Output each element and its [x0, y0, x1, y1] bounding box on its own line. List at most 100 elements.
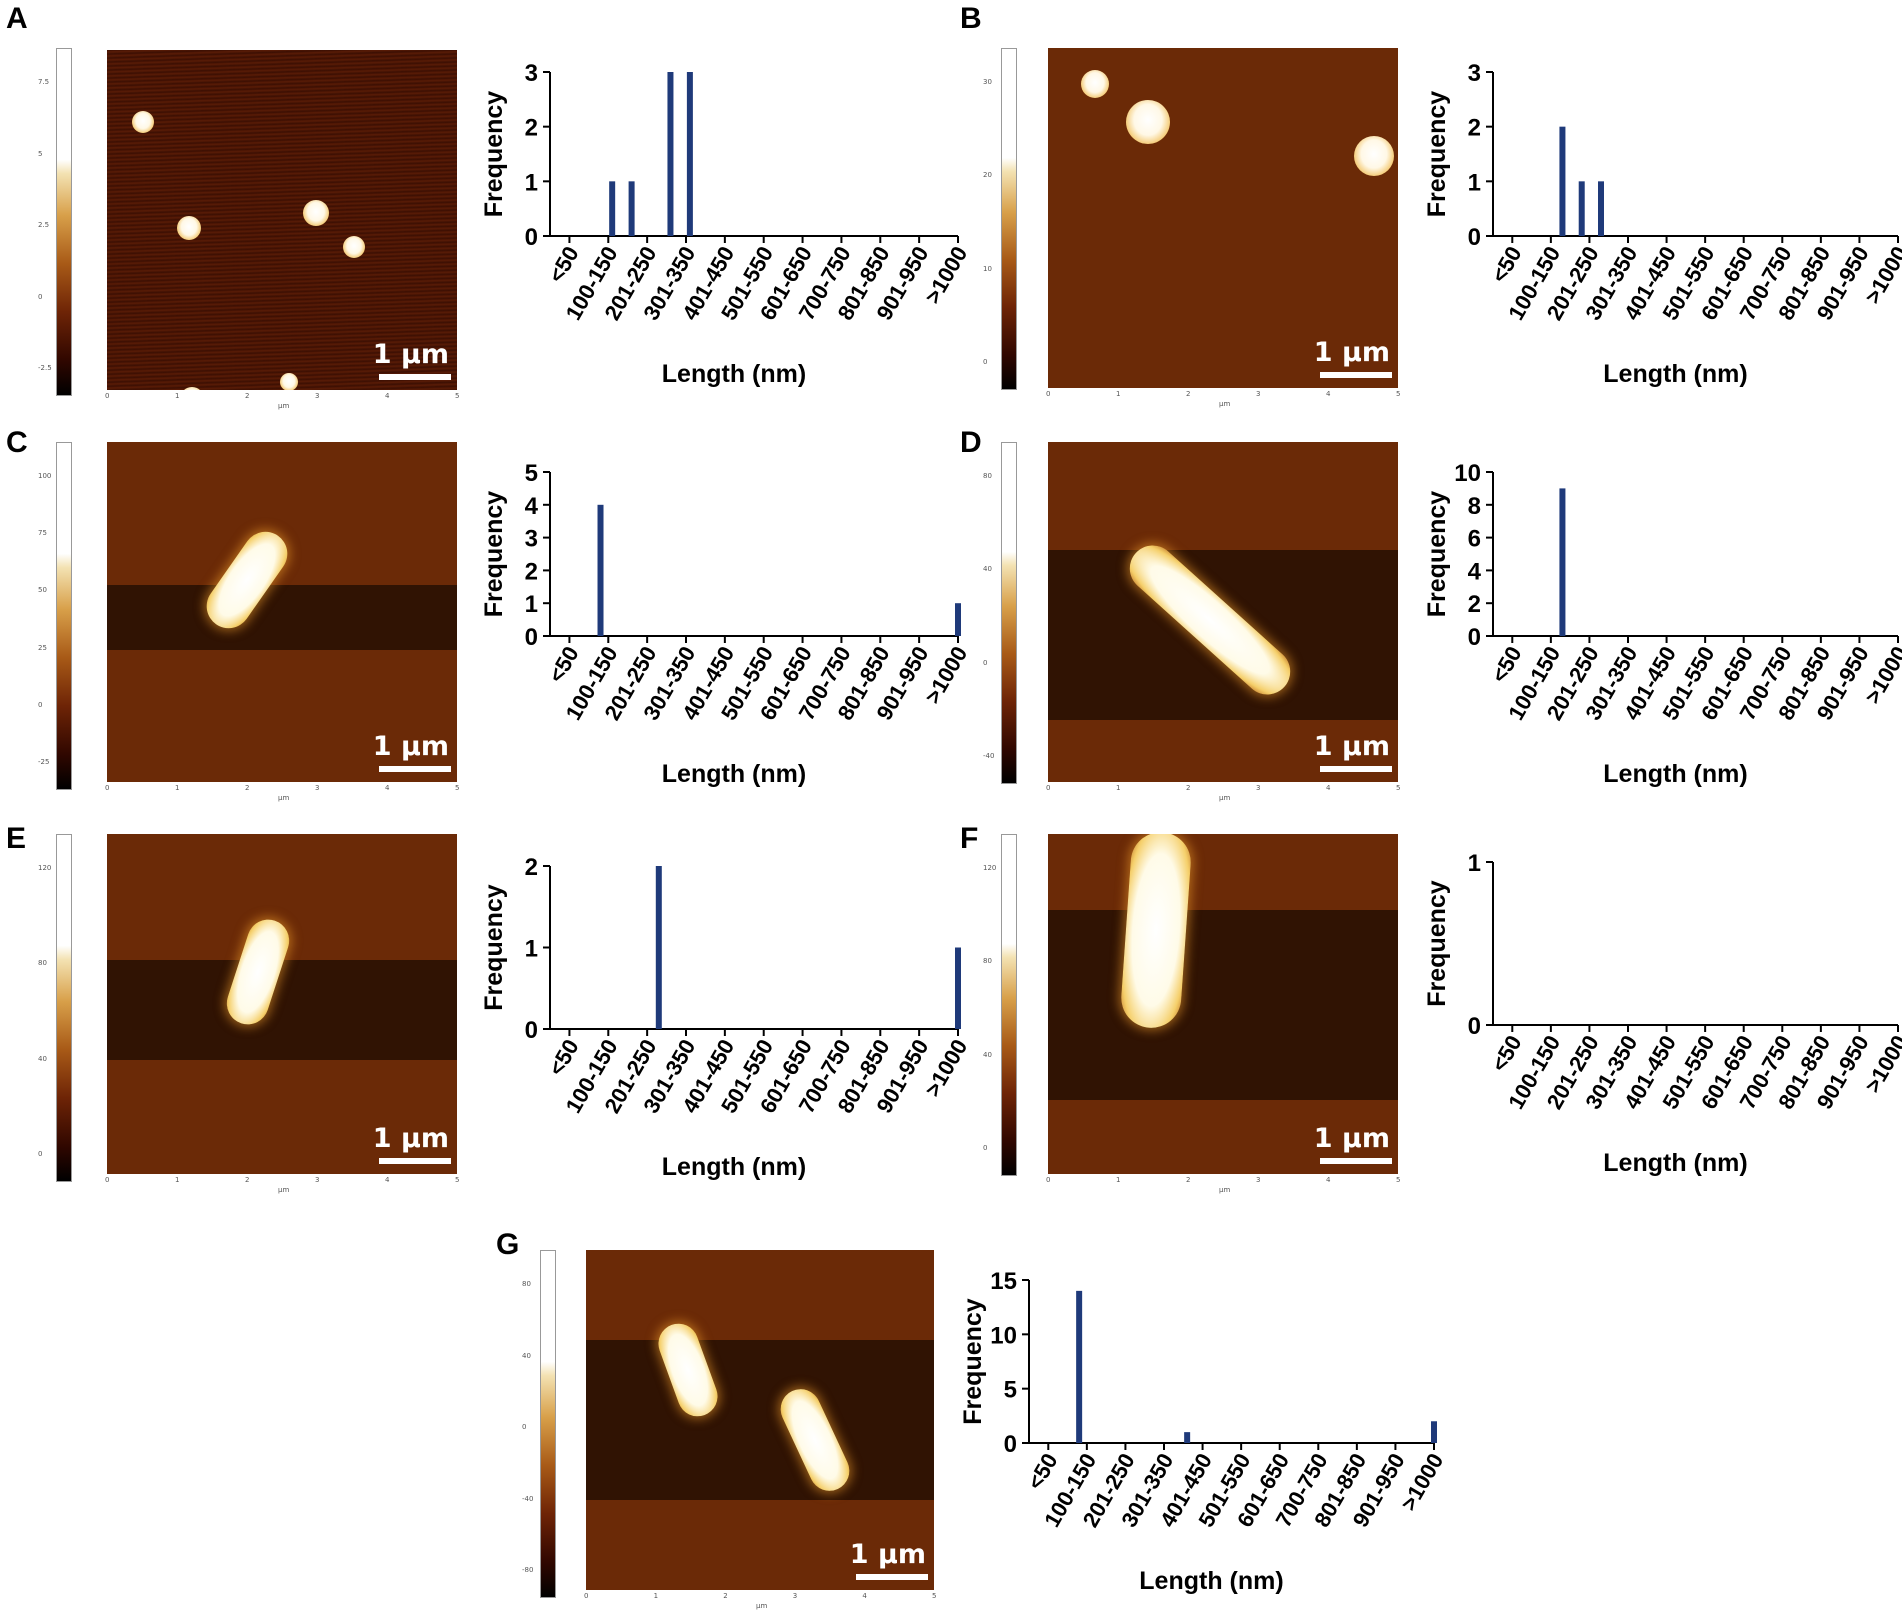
- afm-axis-tick: 1: [1116, 390, 1121, 398]
- afm-axis-tick: 1: [175, 392, 180, 400]
- afm-axis-tick: 1: [175, 784, 180, 792]
- afm-axis-tick: 4: [385, 1176, 390, 1184]
- afm-axis-tick: 4: [385, 392, 390, 400]
- colorbar-tick-label: 0: [38, 1150, 43, 1158]
- afm-axis-tick: 1: [653, 1592, 659, 1600]
- afm-axis-tick: 5: [455, 784, 460, 792]
- colorbar-e: [56, 834, 72, 1182]
- colorbar-tick-label: 0: [522, 1423, 527, 1431]
- afm-axis-tick: 3: [315, 784, 320, 792]
- y-tick-label: 8: [1468, 493, 1481, 520]
- scale-bar-label: 1 µm: [372, 731, 449, 762]
- y-tick-label: 4: [525, 493, 539, 520]
- afm-axis-tick: 4: [1326, 390, 1331, 398]
- colorbar-tick-label: 40: [38, 1054, 47, 1063]
- colorbar-tick-label: -25: [38, 758, 50, 766]
- histogram-bar: [1559, 488, 1566, 636]
- scale-bar-label: 1 µm: [372, 339, 449, 370]
- y-tick-label: 1: [525, 169, 538, 196]
- histogram-d: 0246810<50100-150201-250301-350401-45050…: [1423, 460, 1902, 788]
- histogram-bar: [1076, 1290, 1083, 1443]
- histogram-a: 0123<50100-150201-250301-350401-450501-5…: [480, 60, 972, 388]
- colorbar-d: [1001, 442, 1017, 784]
- y-axis-title: Frequency: [1423, 880, 1451, 1007]
- afm-image-f: 1 µm: [1048, 834, 1398, 1174]
- scale-bar-label: 1 µm: [849, 1539, 926, 1570]
- panel-letter-e: E: [6, 822, 27, 855]
- afm-dark-band: [107, 960, 457, 1060]
- afm-axis-tick: 5: [1396, 390, 1401, 398]
- colorbar-g: [540, 1250, 556, 1598]
- afm-particle: [303, 200, 329, 226]
- histogram-bar: [667, 72, 674, 236]
- scale-bar: [379, 374, 451, 380]
- histogram-bar: [1559, 126, 1566, 236]
- scale-bar-label: 1 µm: [372, 1123, 449, 1154]
- afm-particle: [1354, 136, 1394, 176]
- colorbar-tick-label: 100: [38, 472, 52, 480]
- afm-image-b: 1 µm: [1048, 48, 1398, 388]
- x-axis-title: Length (nm): [1603, 1149, 1747, 1177]
- y-axis-title: Frequency: [959, 1298, 987, 1425]
- afm-axis-tick: 2: [723, 1592, 728, 1600]
- y-tick-label: 10: [990, 1322, 1017, 1349]
- y-tick-label: 3: [525, 526, 538, 553]
- y-tick-label: 2: [525, 115, 538, 142]
- afm-axis-tick: 4: [385, 784, 390, 792]
- afm-axis-tick: 0: [584, 1592, 589, 1600]
- afm-dark-band: [586, 1340, 934, 1500]
- scale-bar-label: 1 µm: [1313, 731, 1390, 762]
- histogram-bar: [597, 504, 604, 636]
- afm-axis-tick: 0: [1046, 784, 1051, 792]
- histogram-bar: [955, 603, 961, 636]
- y-tick-label: 5: [1004, 1377, 1017, 1404]
- y-axis-title: Frequency: [480, 91, 508, 218]
- afm-axis-unit: µm: [1219, 1186, 1231, 1194]
- afm-axis-tick: 3: [1256, 784, 1261, 792]
- afm-particle: [343, 236, 365, 258]
- histogram-g: 051015<50100-150201-250301-350401-450501…: [959, 1268, 1448, 1595]
- y-axis-title: Frequency: [480, 884, 508, 1011]
- colorbar-tick-label: 0: [983, 658, 988, 667]
- y-tick-label: 0: [1468, 224, 1481, 251]
- afm-axis-tick: 2: [245, 1176, 250, 1184]
- afm-dark-band: [107, 585, 457, 650]
- x-axis-title: Length (nm): [1603, 760, 1747, 788]
- colorbar-tick-label: 30: [983, 78, 992, 86]
- afm-axis-tick: 2: [245, 392, 250, 400]
- afm-image-e: 1 µm: [107, 834, 457, 1174]
- x-axis-title: Length (nm): [662, 760, 806, 788]
- colorbar-tick-label: -40: [983, 752, 995, 760]
- afm-particle: [132, 111, 154, 133]
- colorbar-tick-label: 0: [983, 1144, 988, 1152]
- afm-image-d: 1 µm: [1048, 442, 1398, 782]
- histogram-bar: [609, 181, 616, 236]
- y-tick-label: 2: [525, 854, 538, 881]
- y-axis-title: Frequency: [1423, 91, 1451, 218]
- histogram-bar: [955, 947, 961, 1029]
- colorbar-tick-label: 80: [983, 957, 992, 966]
- afm-image-g: 1 µm: [586, 1250, 934, 1590]
- panel-letter-a: A: [6, 2, 28, 35]
- histogram-c: 012345<50100-150201-250301-350401-450501…: [480, 460, 972, 788]
- colorbar-tick-label: 10: [983, 264, 992, 273]
- colorbar-tick-label: 0: [38, 700, 43, 709]
- y-tick-label: 1: [525, 591, 538, 618]
- histogram-f: 01<50100-150201-250301-350401-450501-550…: [1423, 850, 1902, 1177]
- afm-axis-tick: 3: [315, 1176, 320, 1184]
- afm-axis-tick: 4: [862, 1592, 867, 1600]
- colorbar-tick-label: 75: [38, 529, 47, 538]
- histogram-bar: [1578, 181, 1585, 236]
- afm-axis-unit: µm: [278, 1186, 290, 1194]
- y-tick-label: 2: [525, 558, 538, 585]
- afm-axis-unit: µm: [1219, 400, 1231, 408]
- colorbar-tick-label: -40: [522, 1494, 534, 1503]
- y-tick-label: 1: [1468, 169, 1481, 196]
- colorbar-tick-label: 25: [38, 643, 47, 652]
- histogram-bar: [1598, 181, 1604, 236]
- scale-bar: [1320, 1158, 1392, 1164]
- afm-image-c: 1 µm: [107, 442, 457, 782]
- colorbar-tick-label: 40: [983, 565, 992, 574]
